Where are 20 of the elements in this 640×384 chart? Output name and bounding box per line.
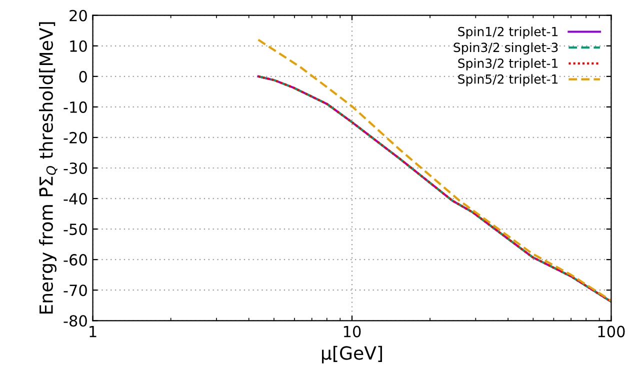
y-tick-label: 0 bbox=[79, 70, 87, 82]
x-tick-label: 1 bbox=[90, 326, 96, 338]
x-axis-title: μ[GeV] bbox=[322, 346, 382, 364]
y-tick-label: -30 bbox=[64, 162, 87, 174]
y-tick-label: -80 bbox=[64, 315, 87, 327]
y-axis-title: Energy from P̄Σ$_{Q}$ threshold[MeV] bbox=[39, 22, 58, 314]
x-tick-label: 10 bbox=[344, 326, 361, 338]
y-tick-label: -40 bbox=[64, 192, 87, 205]
y-tick-label: -20 bbox=[64, 132, 87, 144]
y-tick-label: -10 bbox=[64, 101, 87, 113]
y-tick-label: -70 bbox=[64, 284, 87, 296]
legend-label: Spin3/2 triplet-1 bbox=[458, 58, 558, 70]
y-tick-label: 20 bbox=[70, 10, 87, 22]
legend-label: Spin3/2 singlet-3 bbox=[454, 42, 558, 55]
legend-label: Spin1/2 triplet-1 bbox=[458, 26, 558, 39]
legend-label: Spin5/2 triplet-1 bbox=[458, 74, 558, 86]
y-tick-label: -60 bbox=[64, 254, 87, 266]
x-tick-label: 100 bbox=[598, 326, 625, 338]
y-tick-label: 10 bbox=[70, 40, 87, 52]
y-tick-label: -50 bbox=[64, 224, 87, 236]
